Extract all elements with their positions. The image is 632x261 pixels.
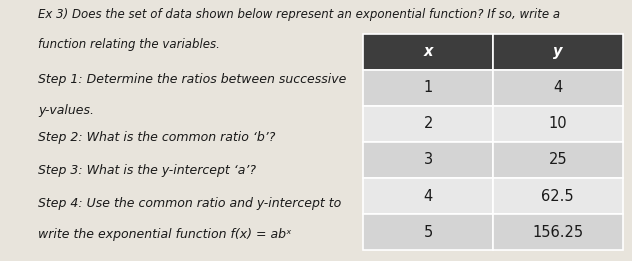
Text: write the exponential function f(x) = abˣ: write the exponential function f(x) = ab… (38, 228, 291, 241)
FancyBboxPatch shape (493, 34, 623, 70)
FancyBboxPatch shape (363, 178, 493, 214)
Text: 4: 4 (553, 80, 562, 96)
FancyBboxPatch shape (493, 142, 623, 178)
Text: 5: 5 (423, 224, 433, 240)
Text: function relating the variables.: function relating the variables. (38, 38, 220, 51)
Text: y-values.: y-values. (38, 104, 94, 117)
FancyBboxPatch shape (493, 214, 623, 250)
Text: Step 3: What is the y-intercept ‘a’?: Step 3: What is the y-intercept ‘a’? (38, 164, 256, 177)
Text: 10: 10 (549, 116, 567, 132)
FancyBboxPatch shape (493, 106, 623, 142)
Text: y: y (553, 44, 562, 60)
FancyBboxPatch shape (493, 70, 623, 106)
Text: x: x (423, 44, 433, 60)
FancyBboxPatch shape (363, 106, 493, 142)
Text: Ex 3) Does the set of data shown below represent an exponential function? If so,: Ex 3) Does the set of data shown below r… (38, 8, 560, 21)
FancyBboxPatch shape (363, 214, 493, 250)
FancyBboxPatch shape (363, 34, 493, 70)
FancyBboxPatch shape (363, 70, 493, 106)
Text: 156.25: 156.25 (532, 224, 583, 240)
Text: Step 1: Determine the ratios between successive: Step 1: Determine the ratios between suc… (38, 73, 346, 86)
Text: 25: 25 (549, 152, 567, 168)
Text: 1: 1 (423, 80, 433, 96)
Text: 62.5: 62.5 (542, 188, 574, 204)
Text: Step 4: Use the common ratio and y-intercept to: Step 4: Use the common ratio and y-inter… (38, 197, 341, 210)
Text: 3: 3 (423, 152, 433, 168)
Text: 2: 2 (423, 116, 433, 132)
Text: 4: 4 (423, 188, 433, 204)
FancyBboxPatch shape (493, 178, 623, 214)
Text: Step 2: What is the common ratio ‘b’?: Step 2: What is the common ratio ‘b’? (38, 130, 276, 144)
FancyBboxPatch shape (363, 142, 493, 178)
